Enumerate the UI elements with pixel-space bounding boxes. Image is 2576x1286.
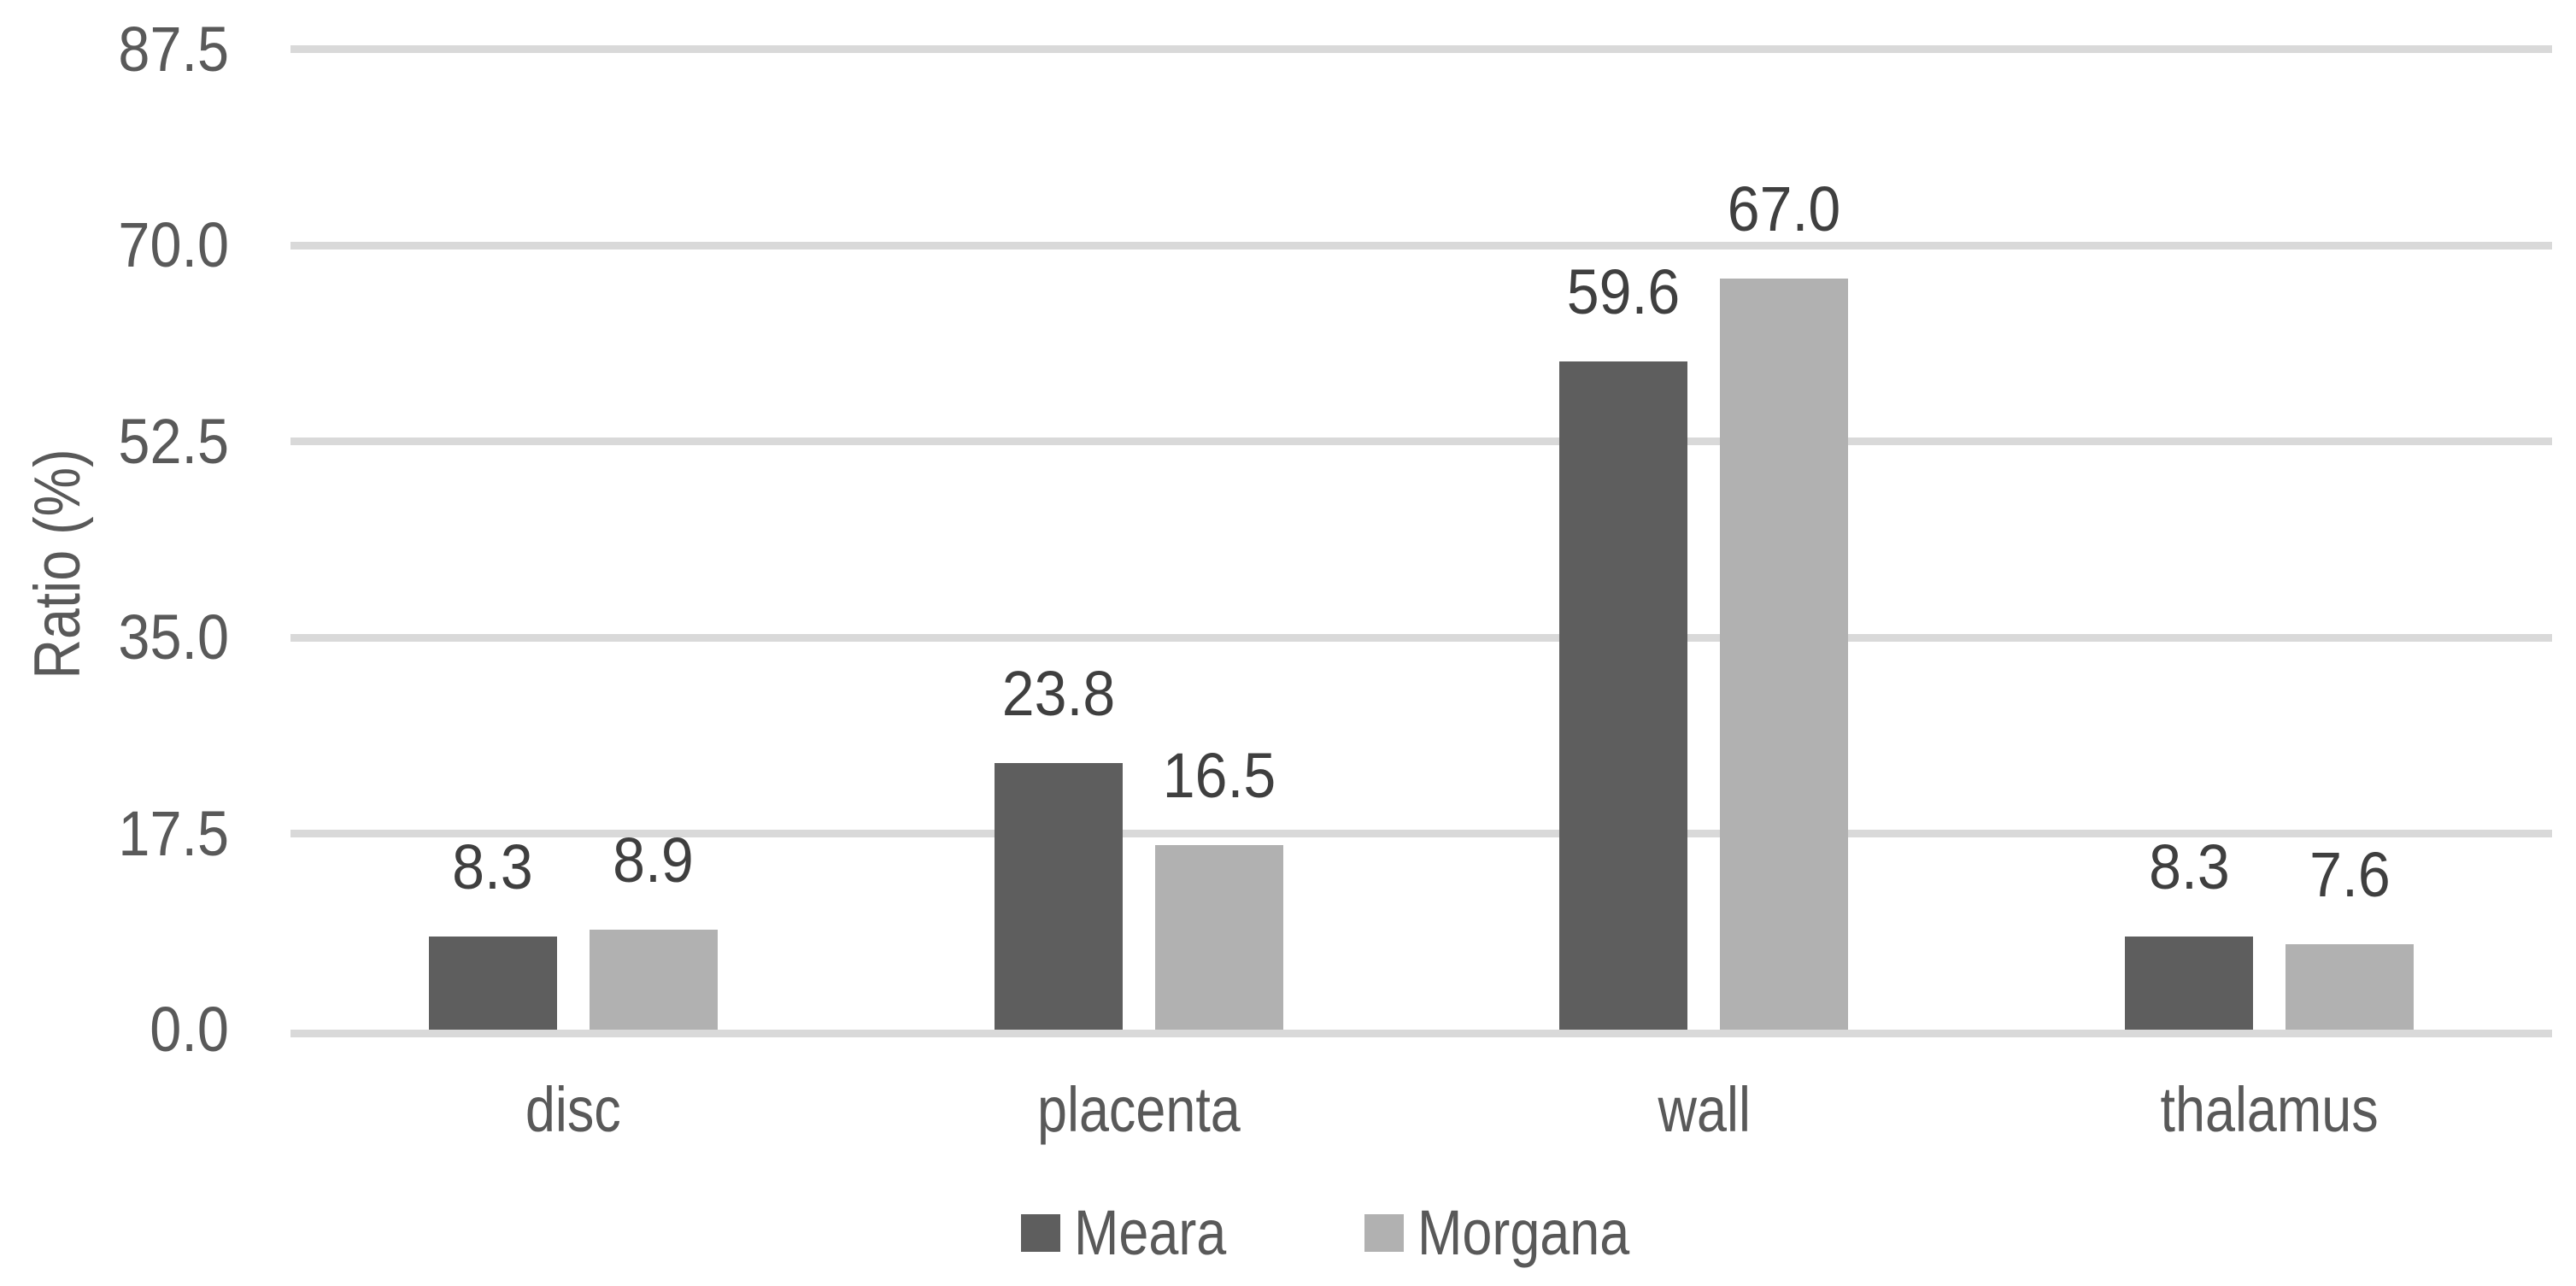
data-label-meara-disc: 8.3	[452, 831, 534, 903]
y-tick-label-0.0: 0.0	[150, 994, 229, 1065]
data-label-meara-placenta: 23.8	[1001, 657, 1115, 729]
bar-meara-wall	[1559, 361, 1688, 1030]
x-label-placenta: placenta	[1036, 1074, 1241, 1145]
legend-swatch-meara	[1021, 1214, 1060, 1252]
gridline-87.5	[290, 45, 2552, 53]
x-label-wall: wall	[1658, 1074, 1751, 1145]
legend-label-morgana: Morgana	[1417, 1197, 1630, 1268]
legend: Meara Morgana	[1021, 1199, 1667, 1267]
bar-meara-thalamus	[2125, 937, 2254, 1030]
data-label-morgana-thalamus: 7.6	[2309, 839, 2391, 911]
x-label-disc: disc	[525, 1074, 621, 1145]
gridline-0.0	[290, 1030, 2552, 1037]
x-label-thalamus: thalamus	[2160, 1074, 2379, 1145]
y-tick-label-87.5: 87.5	[118, 13, 229, 85]
y-tick-label-35.0: 35.0	[118, 602, 229, 672]
data-label-meara-wall: 59.6	[1567, 256, 1681, 328]
legend-label-meara: Meara	[1074, 1197, 1227, 1268]
data-label-morgana-wall: 67.0	[1728, 173, 1841, 245]
bar-morgana-disc	[589, 930, 718, 1030]
legend-item-meara: Meara	[1021, 1201, 1253, 1265]
bar-meara-placenta	[994, 762, 1123, 1030]
data-label-meara-thalamus: 8.3	[2148, 831, 2230, 903]
bar-meara-disc	[428, 937, 557, 1030]
data-label-morgana-disc: 8.9	[613, 825, 695, 896]
y-tick-label-70.0: 70.0	[118, 209, 229, 280]
data-label-morgana-placenta: 16.5	[1162, 739, 1276, 811]
y-tick-label-52.5: 52.5	[118, 405, 229, 477]
gridline-52.5	[290, 437, 2552, 445]
bar-morgana-thalamus	[2286, 944, 2415, 1030]
gridline-35.0	[290, 633, 2552, 642]
bar-morgana-wall	[1720, 279, 1849, 1030]
legend-item-morgana: Morgana	[1364, 1201, 1667, 1265]
gridline-17.5	[290, 830, 2552, 837]
y-tick-label-17.5: 17.5	[118, 797, 229, 869]
gridline-70.0	[290, 241, 2552, 250]
legend-swatch-morgana	[1364, 1214, 1404, 1252]
bar-morgana-placenta	[1154, 844, 1283, 1030]
